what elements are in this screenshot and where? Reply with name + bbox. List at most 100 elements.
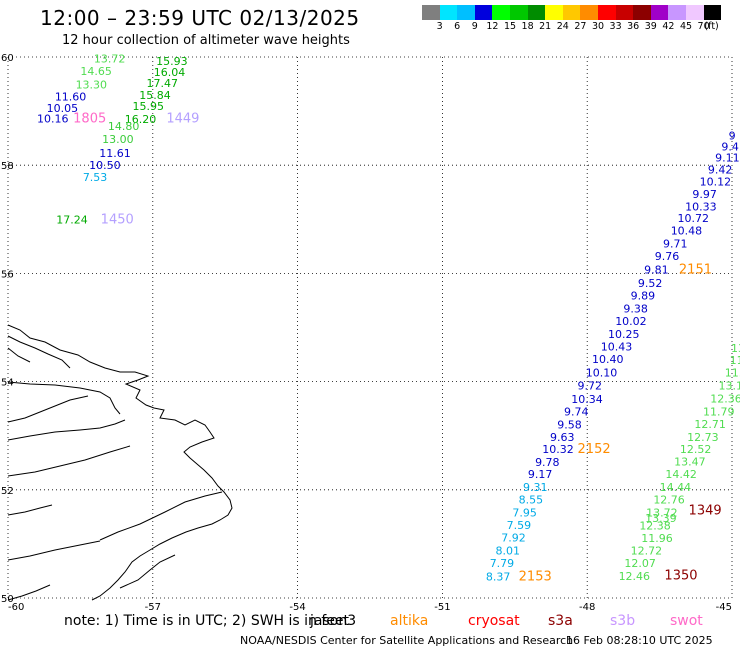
wave-height-label: 11.60 bbox=[55, 90, 86, 103]
wave-height-label: 14.42 bbox=[665, 468, 697, 481]
wave-height-label: 11.79 bbox=[703, 405, 735, 418]
wave-height-label: 12.36 bbox=[710, 392, 740, 405]
wave-height-label: 10.25 bbox=[608, 328, 640, 341]
pass-id-label: 2151 bbox=[679, 263, 712, 278]
wave-height-label: 9.58 bbox=[557, 418, 582, 431]
colorbar-swatch bbox=[527, 5, 546, 20]
latitude-tick-label: 60 bbox=[1, 53, 14, 64]
wave-height-label: 15.93 bbox=[156, 55, 188, 68]
satellite-legend-cryosat: cryosat bbox=[468, 613, 520, 629]
colorbar-swatch bbox=[580, 5, 598, 20]
wave-height-label: 13.19 bbox=[718, 379, 740, 392]
wave-height-label: 9.97 bbox=[692, 188, 717, 201]
longitude-tick-label: -60 bbox=[8, 602, 24, 613]
colorbar-swatch bbox=[650, 5, 669, 20]
wave-height-label: 15.84 bbox=[139, 89, 171, 102]
wave-height-label: 13.39 bbox=[645, 512, 677, 525]
wave-height-label: 8.55 bbox=[519, 494, 544, 507]
wave-height-label: 14.65 bbox=[80, 65, 112, 78]
wave-height-label: 12.52 bbox=[680, 443, 712, 456]
wave-height-label: 9.31 bbox=[523, 481, 548, 494]
colorbar-swatch bbox=[422, 5, 440, 20]
note-text: note: 1) Time is in UTC; 2) SWH is in fe… bbox=[64, 613, 350, 629]
wave-height-label: 9.89 bbox=[631, 290, 656, 303]
satellite-legend-s3b: s3b bbox=[610, 613, 636, 629]
colorbar-swatch bbox=[562, 5, 581, 20]
wave-height-label: 10.02 bbox=[615, 315, 647, 328]
wave-height-label: 9.52 bbox=[638, 277, 663, 290]
wave-height-label: 10.34 bbox=[571, 393, 603, 406]
wave-height-label: 12.73 bbox=[687, 431, 719, 444]
map-title: 12:00 – 23:59 UTC 02/13/2025 bbox=[40, 6, 360, 30]
colorbar-label: 27 bbox=[574, 21, 587, 32]
colorbar-label: 39 bbox=[644, 21, 657, 32]
wave-height-label: 13.72 bbox=[94, 53, 126, 66]
latitude-tick-label: 54 bbox=[1, 378, 14, 389]
satellite-legend-jason3: jason3 bbox=[310, 613, 357, 629]
wave-height-label: 9.17 bbox=[528, 468, 553, 481]
wave-height-label: 7.53 bbox=[83, 171, 108, 184]
colorbar-label: 36 bbox=[627, 21, 640, 32]
wave-height-label: 8.01 bbox=[495, 544, 520, 557]
latitude-tick-label: 58 bbox=[1, 161, 14, 172]
latitude-tick-label: 50 bbox=[1, 594, 14, 605]
colorbar-swatch bbox=[615, 5, 634, 20]
wave-height-label: 12.76 bbox=[653, 494, 685, 507]
wave-height-label: 17.24 bbox=[56, 213, 87, 226]
wave-height-label: 17.47 bbox=[147, 77, 179, 90]
latitude-tick-label: 56 bbox=[1, 269, 14, 280]
coastline bbox=[7, 324, 233, 601]
colorbar-label: 24 bbox=[556, 21, 569, 32]
colorbar-swatch bbox=[509, 5, 528, 20]
colorbar-label: 18 bbox=[521, 21, 534, 32]
wave-height-label: 16.04 bbox=[154, 66, 186, 79]
wave-height-label: 7.95 bbox=[512, 507, 537, 520]
wave-height-label: 11. bbox=[730, 354, 740, 367]
wave-height-label: 10.32 bbox=[542, 443, 574, 456]
wave-height-label: 14.80 bbox=[108, 120, 140, 133]
wave-height-label: 12.72 bbox=[631, 544, 663, 557]
colorbar-swatch bbox=[633, 5, 651, 20]
wave-height-label: 12.46 bbox=[619, 570, 651, 583]
wave-height-label: 13.30 bbox=[76, 79, 108, 92]
altimeter-tracks: 13.7214.6513.3015.9316.0417.4715.8415.95… bbox=[37, 53, 740, 585]
colorbar-label: 42 bbox=[662, 21, 675, 32]
wave-height-label: 9.38 bbox=[623, 303, 648, 316]
wave-height-label: 10.10 bbox=[586, 366, 618, 379]
wave-height-label: 9.74 bbox=[564, 405, 589, 418]
colorbar-swatch bbox=[668, 5, 686, 20]
wave-height-label: 13.72 bbox=[646, 507, 678, 520]
wave-height-label: 11.96 bbox=[641, 532, 673, 545]
satellite-legend-altika: altika bbox=[390, 613, 429, 629]
wave-height-label: 9.76 bbox=[655, 250, 680, 263]
wave-height-label: 12.71 bbox=[694, 418, 726, 431]
map-grid bbox=[7, 56, 733, 599]
wave-height-label: 15.95 bbox=[133, 100, 165, 113]
colorbar-swatch bbox=[439, 5, 458, 20]
wave-height-label: 10.43 bbox=[601, 340, 633, 353]
wave-height-label: 9.63 bbox=[550, 431, 575, 444]
wave-height-label: 10.12 bbox=[700, 175, 732, 188]
wave-height-label: 10.05 bbox=[47, 102, 79, 115]
latitude-tick-label: 52 bbox=[1, 486, 14, 497]
satellite-legend-s3a: s3a bbox=[548, 613, 573, 629]
colorbar-label: 45 bbox=[679, 21, 693, 32]
wave-height-label: 9.81 bbox=[644, 264, 669, 277]
longitude-tick-label: -57 bbox=[145, 602, 161, 613]
wave-height-label: 7.92 bbox=[501, 531, 526, 544]
wave-height-label: 11.3 bbox=[725, 366, 740, 379]
wave-height-label: 7.79 bbox=[490, 557, 514, 570]
wave-height-label: 11.61 bbox=[99, 147, 131, 160]
axis-ticks: 60 58 56 54 52 50-60 -57 -54 -51 -48 -45 bbox=[1, 53, 732, 613]
pass-id-label: 2152 bbox=[578, 442, 611, 457]
wave-height-label: 16.20 bbox=[125, 113, 156, 126]
colorbar-label: 33 bbox=[609, 21, 622, 32]
colorbar-swatch bbox=[457, 5, 475, 20]
longitude-tick-label: -45 bbox=[716, 602, 732, 613]
colorbar-label: 6 bbox=[454, 21, 461, 32]
wave-height-label: 9 bbox=[729, 129, 736, 142]
wave-height-label: 10.50 bbox=[89, 159, 121, 172]
colorbar-label: 21 bbox=[539, 21, 552, 32]
wave-height-label: 7.59 bbox=[507, 519, 532, 532]
